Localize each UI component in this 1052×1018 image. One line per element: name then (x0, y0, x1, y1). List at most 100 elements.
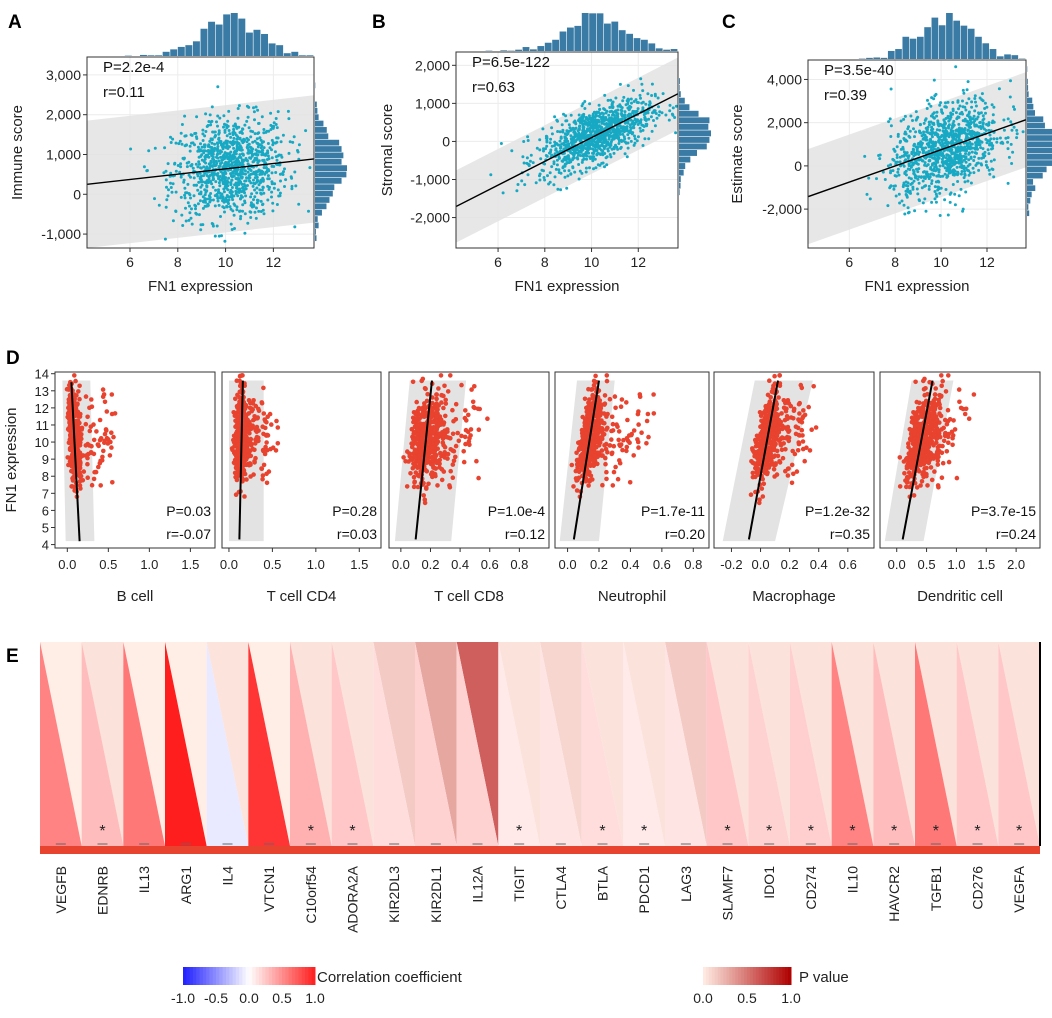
data-point (467, 442, 472, 448)
data-point (944, 117, 948, 120)
data-point (234, 177, 238, 181)
data-point (256, 179, 260, 183)
data-point (164, 169, 168, 173)
data-point (984, 163, 988, 167)
data-point (655, 116, 659, 120)
data-point (201, 132, 205, 136)
r-value-annotation: r=0.11 (103, 84, 145, 101)
data-point (905, 151, 909, 155)
data-point (901, 147, 905, 151)
regression-line (238, 380, 244, 540)
data-point (217, 188, 220, 192)
data-point (951, 159, 955, 163)
data-point (199, 228, 203, 232)
data-point (596, 139, 600, 143)
data-point (614, 143, 617, 147)
data-point (937, 173, 941, 177)
data-point (567, 169, 571, 173)
histogram-bar (633, 38, 641, 51)
data-point (616, 108, 620, 112)
data-point (522, 140, 526, 143)
data-point (980, 156, 984, 160)
data-point (523, 183, 527, 187)
data-point (951, 112, 955, 116)
histogram-bar (648, 43, 656, 51)
data-point (576, 133, 580, 137)
data-point (956, 99, 960, 103)
data-point (422, 386, 428, 391)
data-point (272, 165, 276, 168)
data-point (573, 127, 577, 131)
data-point (217, 176, 221, 180)
panel-label: C (722, 12, 736, 33)
data-point (912, 161, 916, 165)
data-point (230, 178, 234, 182)
data-point (230, 193, 234, 197)
histogram-bar (873, 57, 881, 59)
data-point (239, 175, 243, 179)
data-point (925, 107, 929, 110)
data-point (608, 145, 612, 149)
data-point (247, 174, 251, 178)
data-point (941, 164, 945, 168)
data-point (444, 434, 449, 440)
data-point (619, 126, 623, 129)
data-point (203, 204, 207, 208)
data-point (539, 157, 543, 161)
histogram-bar (315, 171, 347, 178)
histogram-bar (522, 47, 530, 51)
data-point (597, 103, 601, 107)
data-point (307, 209, 310, 213)
data-point (927, 102, 931, 106)
data-point (963, 155, 967, 159)
data-point (1013, 107, 1016, 111)
data-point (202, 143, 206, 147)
data-point (201, 195, 205, 199)
data-point (990, 167, 994, 171)
data-point (279, 179, 282, 183)
data-point (215, 141, 219, 145)
scatter-points (129, 85, 312, 248)
data-point (563, 164, 567, 167)
histogram-bar (192, 41, 200, 56)
data-point (171, 137, 175, 141)
data-point (208, 162, 212, 166)
histogram-bar (515, 49, 522, 51)
data-point (907, 125, 910, 129)
data-point (984, 111, 987, 115)
data-point (182, 156, 186, 160)
data-point (865, 192, 869, 196)
data-point (569, 160, 573, 164)
data-point (607, 137, 611, 141)
data-point (196, 145, 200, 149)
data-point (255, 191, 259, 195)
data-point (216, 152, 220, 156)
data-point (435, 483, 440, 488)
data-point (584, 170, 588, 174)
data-point (938, 151, 942, 155)
data-point (565, 186, 569, 190)
data-point (107, 453, 113, 458)
data-point (89, 482, 95, 488)
data-point (963, 105, 967, 109)
data-point (903, 153, 907, 157)
data-point (255, 137, 259, 141)
data-point (455, 430, 461, 436)
data-point (203, 157, 207, 161)
histogram-bar (641, 39, 648, 51)
data-point (242, 183, 246, 186)
data-point (940, 160, 944, 164)
data-point (972, 114, 976, 118)
data-point (594, 118, 598, 122)
data-point (255, 157, 259, 161)
data-point (526, 173, 530, 177)
data-point (183, 134, 187, 138)
histogram-bar (679, 189, 680, 196)
data-point (216, 199, 220, 203)
data-point (99, 458, 105, 463)
data-point (246, 115, 250, 119)
data-point (975, 124, 979, 128)
histogram-bar (679, 169, 684, 176)
data-point (569, 172, 573, 176)
data-point (607, 113, 611, 117)
